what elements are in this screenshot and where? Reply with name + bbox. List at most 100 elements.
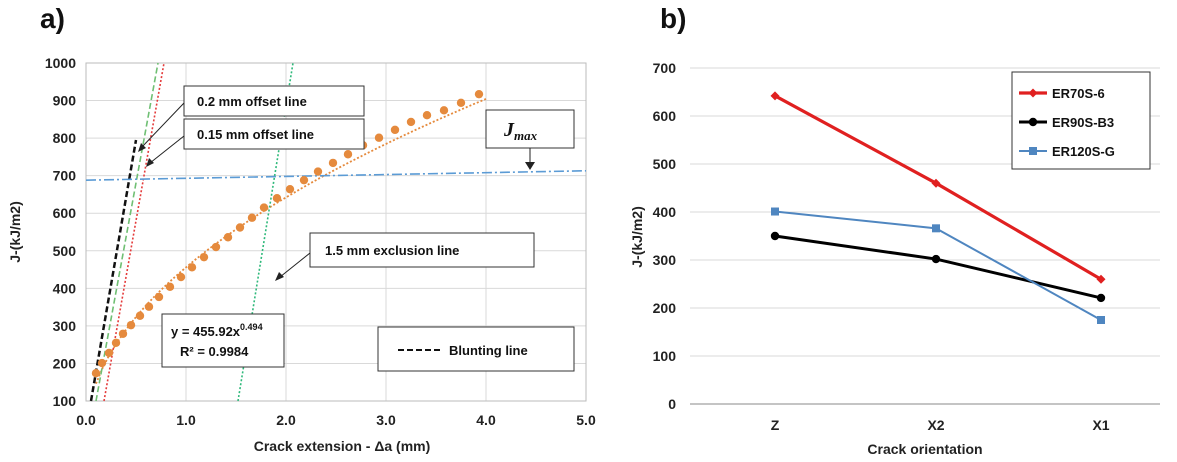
chart-a-x-axis-title: Crack extension - Δa (mm) [254,438,431,454]
chart-b-y-tick-label: 300 [653,252,677,268]
chart-a-data-point [176,272,186,282]
chart-b-x-tick-label: Z [771,417,780,433]
chart-b-legend-marker-er90s-b3 [1028,117,1038,127]
fit-equation: y = 455.92x0.494 R² = 0.9984 [161,313,285,368]
chart-a-data-point [223,233,233,242]
chart-a-data-point [272,194,282,203]
chart-b: b) 0 100 200 300 400 500 600 700 Z X2 X1 Crack or… [629,3,1160,457]
chart-b-legend: ER70S-6 ER90S-B3 ER120S-G [1011,71,1151,170]
chart-b-legend-items: ER70S-6 ER90S-B3 ER120S-G [1019,86,1115,159]
chart-a-y-tick-label: 500 [53,243,77,259]
chart-b-point-er70s-6 [931,178,941,188]
chart-b-point-er90s-b3 [770,231,780,241]
chart-a-x-tick-label: 3.0 [376,412,396,428]
annotation-0.15-offset: 0.15 mm offset line [146,118,365,167]
chart-b-point-er120s-g [1097,316,1105,324]
chart-a-data-point [422,111,432,120]
chart-a-data-point [456,98,466,108]
chart-a-x-tick-label: 5.0 [576,412,596,428]
chart-a-data-point [474,89,484,99]
chart-a-plot-frame [85,62,587,402]
annotation-0.15-offset-box [183,118,365,150]
chart-b-point-er120s-g [932,224,940,233]
chart-b-y-axis-title: J-(kJ/m2) [629,206,645,267]
chart-a-data-point [135,311,145,320]
chart-a-line-0-15-mm-offset-line [103,62,165,402]
chart-a-y-tick-label: 800 [53,130,77,146]
blunting-legend: Blunting line [377,326,575,372]
annotation-0.15-offset-arrow [149,135,185,164]
chart-a-data-point [199,252,209,262]
fit-equation-box [161,313,285,368]
annotation-0.2-offset-arrow [140,102,185,149]
chart-a-data-point [111,338,121,347]
chart-a: a) 100 200 300 400 500 600 700 800 900 1000 0.0 1.… [7,3,596,454]
chart-a-data-point [235,223,245,232]
chart-a-data-point [390,125,400,135]
chart-a-y-tick-label: 300 [53,318,77,334]
chart-b-y-tick-label: 400 [653,204,677,220]
chart-a-data-point [187,263,197,272]
chart-a-data-point [144,302,154,311]
chart-a-y-tick-label: 600 [53,205,77,221]
annotation-0.15-offset-label: 0.15 mm offset line [197,127,314,142]
chart-a-data-point [126,320,136,330]
chart-b-point-er90s-b3 [1096,293,1106,303]
chart-a-x-tick-label: 4.0 [476,412,496,428]
chart-a-panel-label: a) [40,3,65,34]
chart-a-data-point [97,358,107,368]
chart-a-y-tick-labels: 100 200 300 400 500 600 700 800 900 1000 [45,55,76,409]
chart-a-y-tick-label: 1000 [45,55,76,71]
annotation-exclusion-arrow [279,252,311,278]
annotation-exclusion-arrowhead [275,272,284,281]
annotation-exclusion-label: 1.5 mm exclusion line [325,243,459,258]
chart-b-panel-label: b) [660,3,686,34]
chart-a-data-point [165,282,175,292]
annotation-exclusion-box [309,232,535,268]
chart-a-x-tick-label: 0.0 [76,412,96,428]
chart-a-y-tick-label: 100 [53,393,77,409]
annotation-jmax-arrowhead [525,162,535,170]
annotation-0.2-offset: 0.2 mm offset line [138,85,365,152]
chart-a-data-point [259,203,269,212]
annotation-0.2-offset-arrowhead [138,143,146,152]
annotation-0.15-offset-arrowhead [146,158,154,167]
chart-b-x-tick-label: X2 [927,417,944,433]
chart-b-point-er70s-6 [770,91,780,101]
chart-a-line-0-2-mm-offset-line [95,62,159,402]
chart-b-y-tick-label: 700 [653,60,677,76]
annotation-jmax: Jmax [485,109,575,170]
fit-equation-label: y = 455.92x0.494 [171,322,263,339]
annotation-exclusion: 1.5 mm exclusion line [275,232,535,281]
chart-a-data-point [91,369,101,378]
chart-a-data-point [328,158,338,168]
chart-a-y-axis-title: J-(kJ/m2) [7,201,23,262]
annotation-0.2-offset-box [183,85,365,117]
chart-b-y-tick-label: 0 [668,396,676,412]
chart-a-data-point [104,348,114,358]
chart-a-data-point [211,242,221,252]
chart-a-line-jmax [85,169,587,181]
annotation-0.2-offset-label: 0.2 mm offset line [197,94,307,109]
chart-b-point-er90s-b3 [931,254,941,264]
chart-a-data-point [343,150,353,159]
fit-r-squared-label: R² = 0.9984 [180,344,249,359]
annotation-jmax-label: Jmax [503,119,538,143]
chart-a-data-point [118,329,128,338]
chart-a-data-point [313,167,323,176]
chart-b-y-tick-labels: 0 100 200 300 400 500 600 700 [653,60,677,412]
chart-a-data-point [299,175,309,185]
chart-a-x-tick-labels: 0.0 1.0 2.0 3.0 4.0 5.0 [76,412,596,428]
chart-b-legend-marker-er120s-g [1029,147,1037,155]
chart-b-y-tick-label: 500 [653,156,677,172]
chart-b-point-er70s-6 [1096,274,1106,284]
chart-b-point-er120s-g [771,207,779,216]
chart-b-y-tick-label: 200 [653,300,677,316]
chart-b-legend-label-er90s-b3: ER90S-B3 [1052,115,1114,130]
chart-a-data-point [439,106,449,115]
chart-b-x-axis-title: Crack orientation [867,441,982,457]
chart-a-y-tick-label: 400 [53,280,77,296]
chart-b-x-tick-label: X1 [1092,417,1109,433]
chart-a-data-point [374,133,384,142]
